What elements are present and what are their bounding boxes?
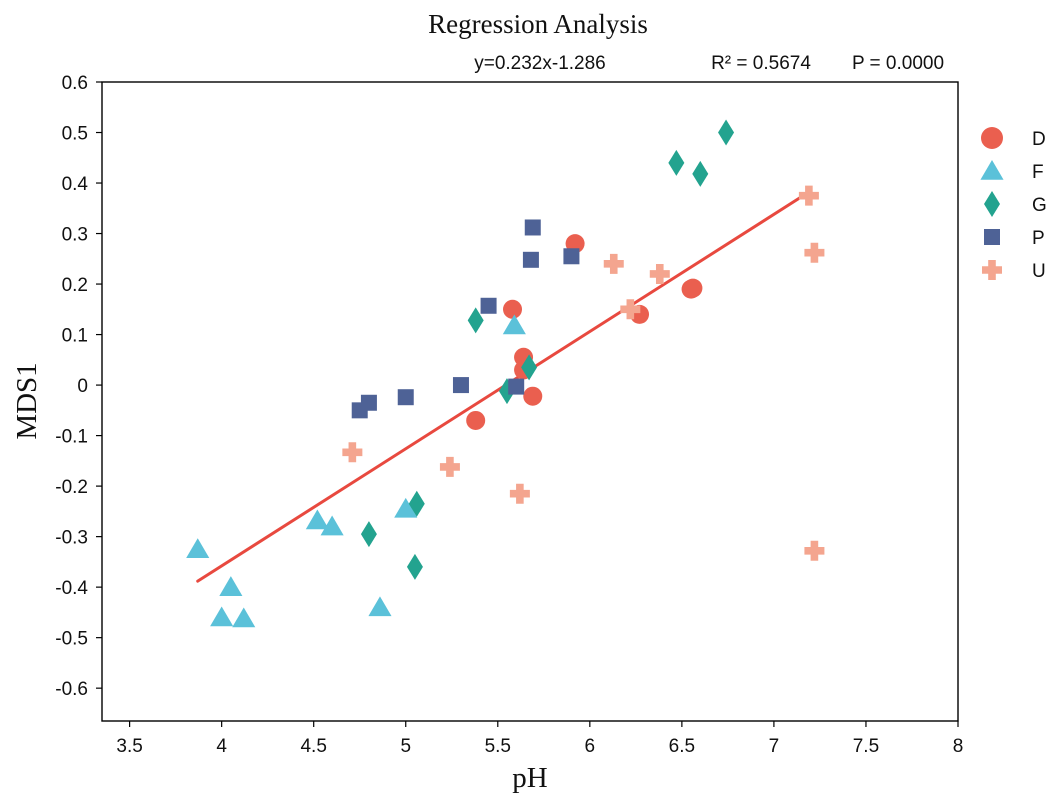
x-tick-label: 4 <box>216 736 227 757</box>
data-point-F <box>368 596 392 617</box>
data-point-P <box>397 389 414 406</box>
data-point-P <box>524 219 541 236</box>
data-point-P <box>563 248 580 265</box>
legend-item-U: U <box>982 260 1046 282</box>
x-tick-label: 4.5 <box>300 736 326 757</box>
y-axis-title: MDS1 <box>11 362 43 439</box>
x-tick-label: 7.5 <box>853 736 879 757</box>
y-tick-label: -0.2 <box>55 477 88 498</box>
x-tick-label: 7 <box>769 736 780 757</box>
x-axis-title: pH <box>512 762 548 794</box>
legend-marker-G <box>984 191 1000 217</box>
data-point-F <box>320 515 344 536</box>
data-point-G <box>692 160 709 187</box>
data-point-U <box>620 299 641 320</box>
y-tick-label: 0.6 <box>62 73 88 94</box>
x-tick-label: 6.5 <box>669 736 695 757</box>
legend-marker-U <box>982 260 1002 280</box>
legend-label-F: F <box>1032 162 1044 183</box>
series-G <box>360 119 735 580</box>
regression-equation: y=0.232x-1.286 <box>474 53 606 74</box>
data-point-F <box>394 497 418 518</box>
data-point-D <box>523 386 543 406</box>
data-point-G <box>467 307 484 334</box>
y-axis: 0.6 0.5 0.4 0.3 0.2 0.1 0 -0.1 -0.2 -0.3 -0.4 -0.5 -… <box>55 73 102 700</box>
data-point-G <box>718 119 735 146</box>
data-point-P <box>508 378 525 395</box>
legend-label-G: G <box>1032 195 1047 216</box>
x-tick-label: 8 <box>953 736 964 757</box>
data-point-U <box>804 242 825 263</box>
data-points <box>186 119 825 628</box>
p-value: P = 0.0000 <box>852 53 944 74</box>
legend-label-P: P <box>1032 228 1045 249</box>
data-point-G <box>360 521 377 548</box>
y-tick-label: 0.2 <box>62 275 88 296</box>
data-point-U <box>509 483 530 504</box>
data-point-U <box>804 540 825 561</box>
data-point-G <box>406 553 423 580</box>
data-point-F <box>219 576 243 596</box>
data-point-U <box>649 263 670 284</box>
x-tick-label: 6 <box>585 736 596 757</box>
x-tick-label: 5.5 <box>485 736 511 757</box>
r-squared-value: R² = 0.5674 <box>711 53 811 74</box>
legend-item-P: P <box>984 228 1045 249</box>
series-P <box>351 219 580 419</box>
data-point-F <box>232 607 256 628</box>
y-tick-label: 0.4 <box>62 174 89 195</box>
data-point-F <box>210 606 234 627</box>
data-point-F <box>186 538 210 559</box>
data-point-D <box>683 278 703 298</box>
data-point-P <box>452 377 469 394</box>
x-tick-label: 5 <box>400 736 411 757</box>
data-point-U <box>439 456 460 477</box>
y-tick-label: -0.6 <box>55 679 88 700</box>
y-tick-label: 0.3 <box>62 225 88 246</box>
x-axis: 3.5 4 4.5 5 5.5 6 6.5 7 7.5 8 <box>116 721 963 757</box>
y-tick-label: 0.1 <box>62 326 88 347</box>
data-point-G <box>408 490 425 517</box>
y-tick-label: 0 <box>77 376 88 397</box>
data-point-P <box>480 297 497 314</box>
data-point-G <box>521 354 538 381</box>
legend-item-D: D <box>981 127 1046 150</box>
data-point-U <box>798 185 819 206</box>
chart-title: Regression Analysis <box>428 9 648 39</box>
legend-label-D: D <box>1032 129 1046 150</box>
y-tick-label: -0.1 <box>55 427 88 448</box>
legend-item-G: G <box>984 191 1047 217</box>
data-point-P <box>522 251 539 268</box>
data-point-D <box>503 299 523 319</box>
legend-label-U: U <box>1032 261 1046 282</box>
data-point-F <box>305 509 329 530</box>
legend-item-F: F <box>980 160 1044 183</box>
series-U <box>342 185 825 561</box>
legend-marker-D <box>981 127 1003 149</box>
y-tick-label: 0.5 <box>62 124 88 145</box>
legend-marker-F <box>980 160 1004 180</box>
data-point-U <box>342 442 363 463</box>
data-point-D <box>466 410 486 430</box>
y-tick-label: -0.3 <box>55 528 88 549</box>
y-tick-label: -0.4 <box>55 578 88 599</box>
data-point-F <box>502 314 526 335</box>
legend-marker-P <box>984 229 1000 245</box>
series-F <box>186 314 526 628</box>
y-tick-label: -0.5 <box>55 629 88 650</box>
plot-area <box>101 81 959 722</box>
series-D <box>466 234 703 430</box>
data-point-G <box>668 149 685 176</box>
x-tick-label: 3.5 <box>116 736 142 757</box>
data-point-U <box>603 253 624 274</box>
data-point-P <box>351 402 368 419</box>
